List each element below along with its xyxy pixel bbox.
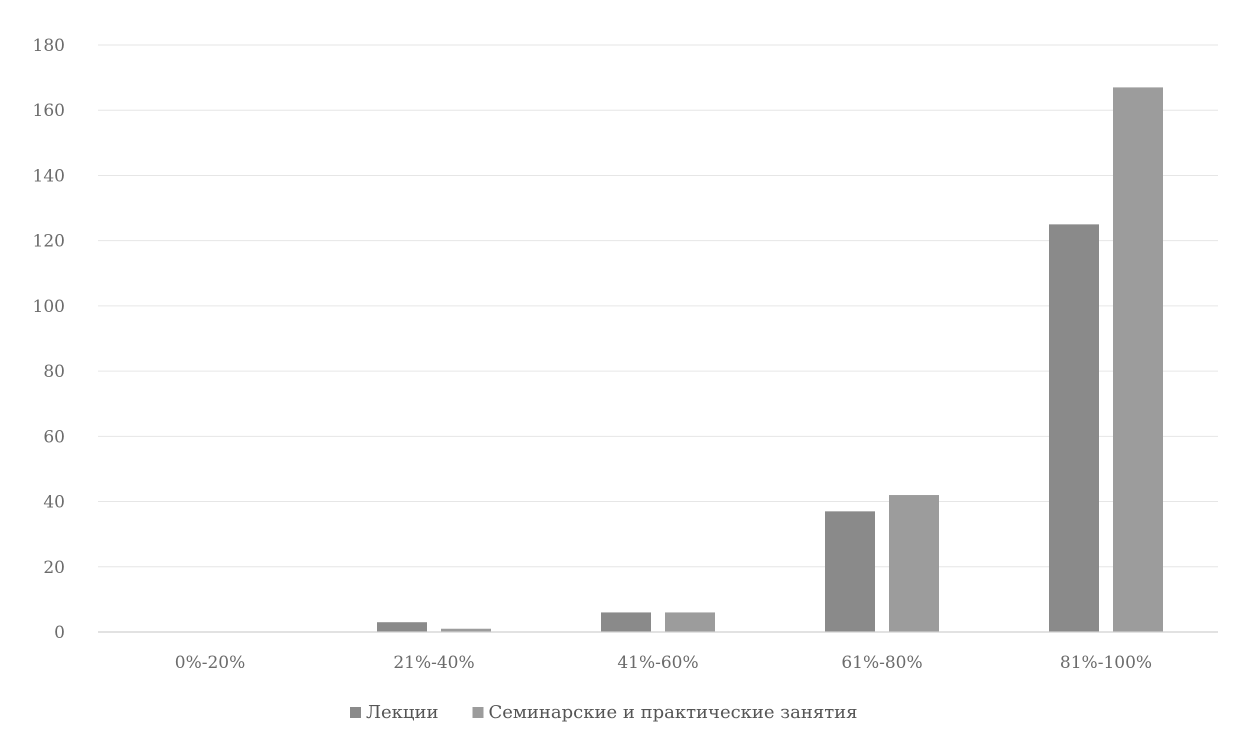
x-category-label: 0%-20% xyxy=(175,653,246,673)
y-tick-label: 40 xyxy=(43,493,65,513)
legend-swatch-2 xyxy=(472,707,484,718)
x-category-label: 41%-60% xyxy=(617,653,698,673)
x-category-label: 21%-40% xyxy=(393,653,474,673)
y-tick-label: 60 xyxy=(43,427,65,447)
y-tick-label: 160 xyxy=(33,101,65,121)
bars xyxy=(377,87,1163,632)
y-tick-label: 80 xyxy=(43,362,65,382)
x-category-label: 61%-80% xyxy=(841,653,922,673)
bar-series-2-2 xyxy=(665,612,715,632)
legend-swatch-1 xyxy=(350,707,361,718)
x-category-label: 81%-100% xyxy=(1060,653,1152,673)
legend: Лекции Семинарские и практические занятия xyxy=(350,702,858,723)
bar-series-1-3 xyxy=(825,511,875,632)
legend-label-1: Лекции xyxy=(366,702,439,723)
y-tick-label: 0 xyxy=(54,623,65,643)
bar-series-2-4 xyxy=(1113,87,1163,632)
y-tick-label: 140 xyxy=(33,166,65,186)
y-tick-label: 100 xyxy=(33,297,65,317)
y-axis-tick-labels: 0 20 40 60 80 100 120 140 160 180 xyxy=(33,36,65,643)
bar-series-1-1 xyxy=(377,622,427,632)
bar-series-1-2 xyxy=(601,612,651,632)
legend-label-2: Семинарские и практические занятия xyxy=(489,702,858,723)
y-tick-label: 120 xyxy=(33,232,65,252)
y-tick-label: 20 xyxy=(43,558,65,578)
bar-series-2-3 xyxy=(889,495,939,632)
bar-series-1-4 xyxy=(1049,224,1099,632)
x-axis-category-labels: 0%-20% 21%-40% 41%-60% 61%-80% 81%-100% xyxy=(175,653,1152,673)
gridlines xyxy=(98,44,1218,568)
y-tick-label: 180 xyxy=(33,36,65,56)
bar-series-2-1 xyxy=(441,628,491,632)
